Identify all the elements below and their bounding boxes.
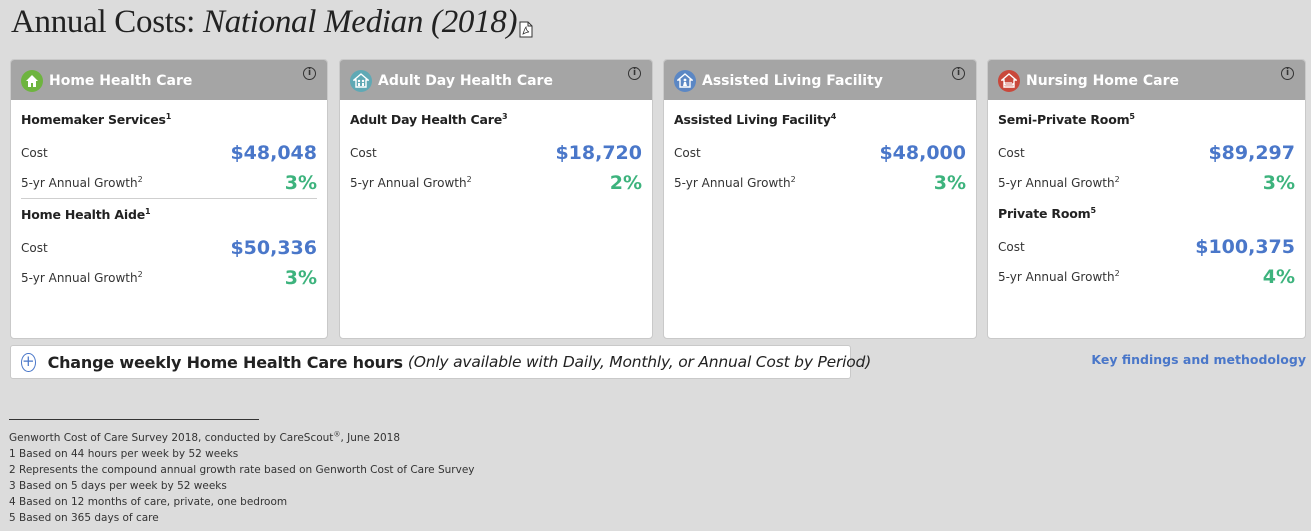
growth-label: 5-yr Annual Growth2 bbox=[674, 175, 796, 191]
service-name: Home Health Aide1 bbox=[21, 206, 151, 222]
cost-label: Cost bbox=[998, 146, 1025, 160]
growth-label: 5-yr Annual Growth2 bbox=[998, 269, 1120, 285]
footnote-item: 1 Based on 44 hours per week by 52 weeks bbox=[9, 448, 239, 460]
card-category-label: Assisted Living Facility bbox=[702, 73, 883, 89]
info-icon[interactable]: i bbox=[952, 67, 965, 80]
service-name: Adult Day Health Care3 bbox=[350, 111, 508, 127]
growth-label: 5-yr Annual Growth2 bbox=[998, 175, 1120, 191]
cost-row: Cost $48,048 bbox=[21, 138, 317, 168]
info-icon[interactable]: i bbox=[628, 67, 641, 80]
key-findings-link[interactable]: Key findings and methodology bbox=[1091, 352, 1306, 367]
growth-value: 3% bbox=[1262, 172, 1295, 194]
card-header: Nursing Home Care i bbox=[988, 60, 1305, 100]
card-header: Adult Day Health Care i bbox=[340, 60, 652, 100]
assisted-living-icon bbox=[674, 70, 696, 92]
cost-label: Cost bbox=[350, 146, 377, 160]
change-hours-label: Change weekly Home Health Care hours bbox=[47, 352, 403, 372]
growth-row: 5-yr Annual Growth2 3% bbox=[21, 263, 317, 293]
nursing-home-icon bbox=[998, 70, 1020, 92]
cost-row: Cost $100,375 bbox=[998, 232, 1295, 262]
home-icon bbox=[21, 70, 43, 92]
service-name: Semi-Private Room5 bbox=[998, 111, 1135, 127]
title-italic: National Median (2018) bbox=[202, 4, 518, 40]
cost-label: Cost bbox=[21, 241, 48, 255]
card-home-health-care: Home Health Care i Homemaker Services1 C… bbox=[10, 59, 328, 339]
service-block: Assisted Living Facility4 Cost $48,000 5… bbox=[674, 100, 966, 198]
growth-row: 5-yr Annual Growth2 3% bbox=[21, 168, 317, 198]
title-main: Annual Costs: bbox=[11, 4, 196, 40]
cost-value: $50,336 bbox=[230, 237, 317, 259]
cost-row: Cost $48,000 bbox=[674, 138, 966, 168]
card-adult-day-health-care: Adult Day Health Care i Adult Day Health… bbox=[339, 59, 653, 339]
cost-label: Cost bbox=[998, 240, 1025, 254]
growth-value: 2% bbox=[609, 172, 642, 194]
card-header: Assisted Living Facility i bbox=[664, 60, 976, 100]
change-hours-note: (Only available with Daily, Monthly, or … bbox=[407, 353, 872, 371]
footnote-item: 3 Based on 5 days per week by 52 weeks bbox=[9, 480, 227, 492]
cost-row: Cost $18,720 bbox=[350, 138, 642, 168]
growth-value: 3% bbox=[933, 172, 966, 194]
service-name: Assisted Living Facility4 bbox=[674, 111, 837, 127]
cost-row: Cost $50,336 bbox=[21, 233, 317, 263]
info-icon[interactable]: i bbox=[1281, 67, 1294, 80]
card-header: Home Health Care i bbox=[11, 60, 327, 100]
growth-row: 5-yr Annual Growth2 4% bbox=[998, 262, 1295, 292]
service-name: Private Room5 bbox=[998, 205, 1096, 221]
cost-value: $18,720 bbox=[555, 142, 642, 164]
growth-value: 3% bbox=[284, 172, 317, 194]
card-nursing-home-care: Nursing Home Care i Semi-Private Room5 C… bbox=[987, 59, 1306, 339]
card-category-label: Nursing Home Care bbox=[1026, 73, 1179, 89]
footnote-source: Genworth Cost of Care Survey 2018, condu… bbox=[9, 430, 401, 444]
service-block: Private Room5 Cost $100,375 5-yr Annual … bbox=[998, 198, 1295, 292]
service-name: Homemaker Services1 bbox=[21, 111, 172, 127]
card-category-label: Home Health Care bbox=[49, 73, 193, 89]
growth-label: 5-yr Annual Growth2 bbox=[350, 175, 472, 191]
footnote-item: 2 Represents the compound annual growth … bbox=[9, 464, 475, 476]
plus-circle-icon[interactable]: + bbox=[21, 351, 36, 372]
cost-value: $48,048 bbox=[230, 142, 317, 164]
growth-row: 5-yr Annual Growth2 3% bbox=[998, 168, 1295, 198]
card-assisted-living-facility: Assisted Living Facility i Assisted Livi… bbox=[663, 59, 977, 339]
card-category-label: Adult Day Health Care bbox=[378, 73, 553, 89]
growth-row: 5-yr Annual Growth2 2% bbox=[350, 168, 642, 198]
page-title: Annual Costs: National Median (2018) bbox=[11, 4, 533, 41]
cost-row: Cost $89,297 bbox=[998, 138, 1295, 168]
cost-value: $89,297 bbox=[1208, 142, 1295, 164]
footnote-item: 4 Based on 12 months of care, private, o… bbox=[9, 496, 288, 508]
growth-label: 5-yr Annual Growth2 bbox=[21, 270, 143, 286]
cost-value: $100,375 bbox=[1195, 236, 1295, 258]
pdf-icon[interactable] bbox=[519, 10, 533, 38]
footnote-divider bbox=[9, 419, 259, 420]
growth-label: 5-yr Annual Growth2 bbox=[21, 175, 143, 191]
growth-value: 4% bbox=[1262, 266, 1295, 288]
growth-row: 5-yr Annual Growth2 3% bbox=[674, 168, 966, 198]
footnotes: Genworth Cost of Care Survey 2018, condu… bbox=[9, 430, 475, 526]
family-icon bbox=[350, 70, 372, 92]
service-block: Homemaker Services1 Cost $48,048 5-yr An… bbox=[21, 100, 317, 198]
cost-label: Cost bbox=[21, 146, 48, 160]
service-block: Home Health Aide1 Cost $50,336 5-yr Annu… bbox=[21, 198, 317, 293]
cost-value: $48,000 bbox=[879, 142, 966, 164]
service-block: Semi-Private Room5 Cost $89,297 5-yr Ann… bbox=[998, 100, 1295, 198]
service-block: Adult Day Health Care3 Cost $18,720 5-yr… bbox=[350, 100, 642, 198]
info-icon[interactable]: i bbox=[303, 67, 316, 80]
change-hours-toggle[interactable]: + Change weekly Home Health Care hours (… bbox=[10, 345, 871, 379]
footnote-item: 5 Based on 365 days of care bbox=[9, 512, 159, 524]
cost-label: Cost bbox=[674, 146, 701, 160]
growth-value: 3% bbox=[284, 267, 317, 289]
